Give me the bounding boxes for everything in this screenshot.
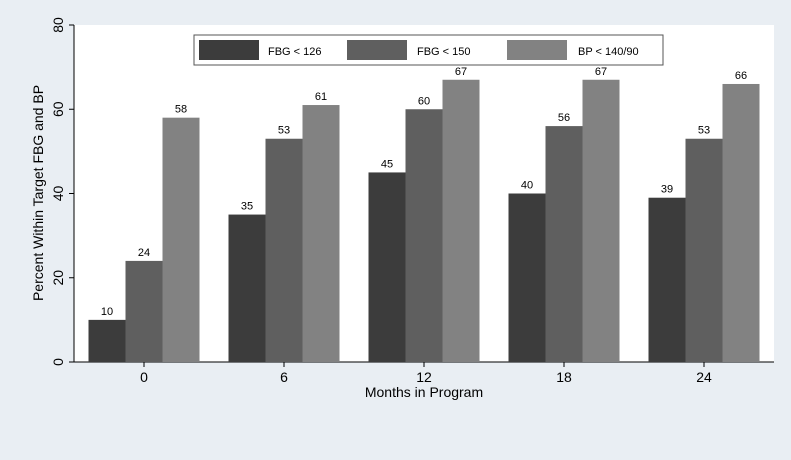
bar <box>545 126 583 362</box>
x-tick-label: 6 <box>280 369 288 385</box>
data-label: 40 <box>521 180 533 192</box>
x-tick-label: 18 <box>556 369 572 385</box>
data-label: 58 <box>175 104 187 116</box>
y-axis-ticks: 0 20 40 60 80 <box>50 17 74 366</box>
y-tick-label: 20 <box>50 270 66 286</box>
legend-label: FBG < 126 <box>268 46 322 58</box>
data-label: 67 <box>455 66 467 78</box>
x-tick-label: 12 <box>416 369 432 385</box>
data-label: 35 <box>241 201 253 213</box>
legend-box <box>193 34 664 66</box>
data-label: 60 <box>418 95 430 107</box>
legend-label: BP < 140/90 <box>578 46 639 58</box>
data-label: 66 <box>735 70 747 82</box>
bar <box>582 79 620 362</box>
bar <box>265 138 303 362</box>
bar <box>722 83 760 362</box>
bar <box>88 319 126 362</box>
bar <box>125 260 163 362</box>
legend-label: FBG < 150 <box>417 46 471 58</box>
x-axis-label: Months in Program <box>365 384 483 400</box>
data-label: 53 <box>698 125 710 137</box>
y-tick-label: 0 <box>50 358 66 366</box>
x-tick-label: 0 <box>140 369 148 385</box>
x-axis-ticks: 0 6 12 18 24 <box>140 362 712 385</box>
legend-swatch <box>507 40 567 60</box>
y-tick-label: 40 <box>50 186 66 202</box>
bar <box>368 172 406 362</box>
legend: FBG < 126 FBG < 150 BP < 140/90 <box>193 34 664 66</box>
bar-series-group <box>88 79 760 362</box>
bar <box>648 197 686 362</box>
bar <box>162 117 200 362</box>
data-label-group: 10 24 58 35 53 61 45 60 67 40 56 67 39 53 66 <box>101 66 747 318</box>
data-label: 39 <box>661 184 673 196</box>
data-label: 10 <box>101 306 113 318</box>
data-label: 45 <box>381 158 393 170</box>
bar <box>228 214 266 362</box>
y-tick-label: 60 <box>50 101 66 117</box>
legend-swatch <box>199 40 259 60</box>
bar <box>685 138 723 362</box>
bar <box>405 109 443 362</box>
x-tick-label: 24 <box>696 369 712 385</box>
data-label: 61 <box>315 91 327 103</box>
data-label: 24 <box>138 247 150 259</box>
bar <box>442 79 480 362</box>
data-label: 56 <box>558 112 570 124</box>
y-tick-label: 80 <box>50 17 66 33</box>
bar <box>302 105 340 362</box>
data-label: 53 <box>278 125 290 137</box>
y-axis-label: Percent Within Target FBG and BP <box>30 85 46 301</box>
data-label: 67 <box>595 66 607 78</box>
legend-swatch <box>347 40 407 60</box>
bar <box>508 193 546 362</box>
